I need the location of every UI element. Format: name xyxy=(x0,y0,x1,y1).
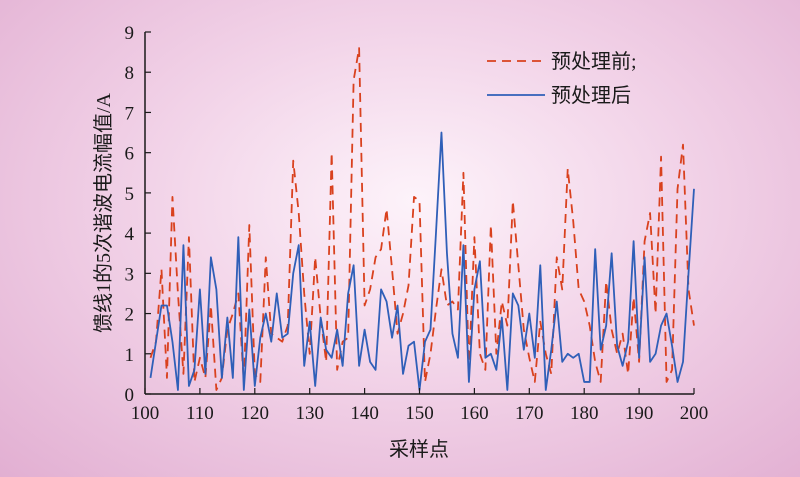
y-tick-label: 7 xyxy=(125,103,135,124)
y-tick-label: 8 xyxy=(125,63,135,84)
plot-lines xyxy=(149,47,695,391)
y-tick-label: 1 xyxy=(125,345,135,366)
x-tick-label: 190 xyxy=(625,403,654,424)
x-tick-label: 150 xyxy=(405,403,434,424)
x-tick-label: 200 xyxy=(680,403,709,424)
x-tick-label: 160 xyxy=(460,403,489,424)
y-tick-label: 4 xyxy=(125,224,135,245)
legend: 预处理前; 预处理后 xyxy=(487,50,637,107)
y-tick-label: 0 xyxy=(125,385,135,406)
x-axis: 100 110 120 130 140 150 160 170 180 190 200 xyxy=(131,388,709,424)
y-tick-label: 6 xyxy=(125,144,135,165)
y-axis-title: 馈线1的5次谐波电流幅值/A xyxy=(92,92,115,333)
x-tick-label: 130 xyxy=(295,403,324,424)
x-tick-label: 180 xyxy=(570,403,599,424)
x-tick-label: 170 xyxy=(515,403,544,424)
legend-label-2: 预处理后 xyxy=(551,84,631,107)
x-axis-title: 采样点 xyxy=(389,438,449,461)
x-tick-label: 110 xyxy=(186,403,214,424)
y-tick-label: 2 xyxy=(125,305,135,326)
y-tick-label: 3 xyxy=(125,264,135,285)
x-tick-label: 140 xyxy=(350,403,379,424)
x-tick-label: 120 xyxy=(241,403,270,424)
legend-label-1: 预处理前; xyxy=(551,50,637,73)
series-line-2 xyxy=(149,131,695,391)
y-tick-label: 5 xyxy=(125,184,135,205)
y-axis: 0 1 2 3 4 5 6 7 8 9 xyxy=(125,23,151,406)
x-tick-label: 100 xyxy=(131,403,160,424)
y-tick-label: 9 xyxy=(125,23,135,44)
